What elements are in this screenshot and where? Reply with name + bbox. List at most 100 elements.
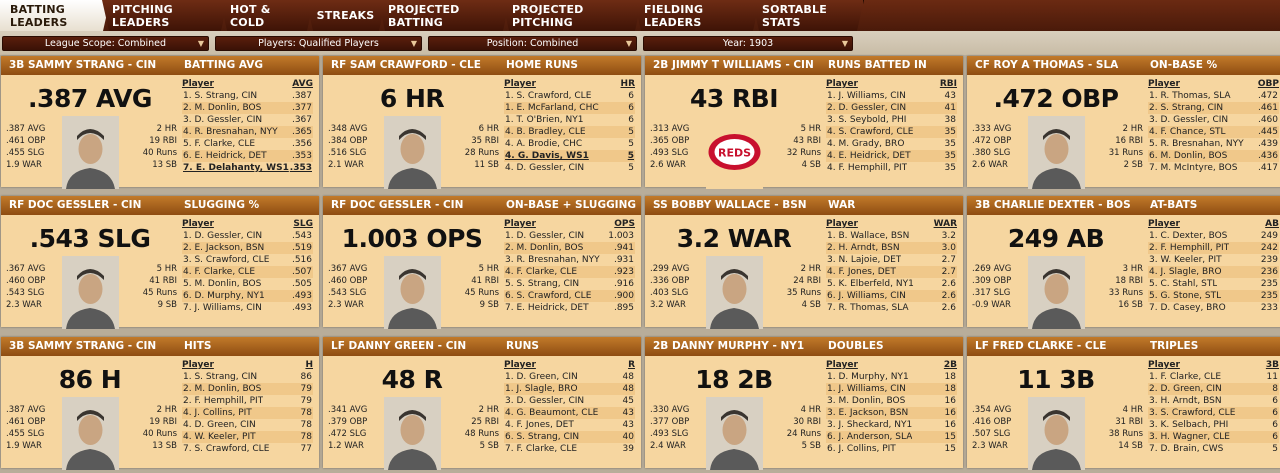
- list-item[interactable]: 1. T. O'Brien, NY1 6: [504, 114, 635, 126]
- leader-name[interactable]: 2. M. Donlin, BOS: [183, 103, 262, 113]
- list-item[interactable]: 4. J. Collins, PIT 78: [182, 407, 313, 419]
- list-item[interactable]: 5. C. Stahl, STL 235: [1148, 278, 1279, 290]
- list-item[interactable]: 3. D. Gessler, CIN 45: [504, 395, 635, 407]
- list-item[interactable]: 2. S. Strang, CIN .461: [1148, 102, 1279, 114]
- leader-name[interactable]: 4. W. Keeler, PIT: [183, 432, 256, 442]
- leader-name[interactable]: 1. T. O'Brien, NY1: [505, 115, 584, 125]
- list-item[interactable]: 3. K. Selbach, PHI 6: [1148, 419, 1279, 431]
- player-photo[interactable]: [62, 397, 119, 470]
- player-title[interactable]: 3B SAMMY STRANG - CIN: [9, 59, 157, 71]
- leader-name[interactable]: 4. B. Bradley, CLE: [505, 127, 586, 137]
- list-item[interactable]: 4. F. Jones, DET 2.7: [826, 266, 957, 278]
- list-item[interactable]: 7. S. Crawford, CLE 77: [182, 443, 313, 455]
- list-item[interactable]: 4. W. Keeler, PIT 78: [182, 431, 313, 443]
- leader-name[interactable]: 1. J. Slagle, BRO: [505, 384, 578, 394]
- list-item[interactable]: 3. H. Arndt, BSN 6: [1148, 395, 1279, 407]
- list-item[interactable]: 2. M. Donlin, BOS .941: [504, 242, 635, 254]
- position-dropdown[interactable]: Position: Combined ▼: [428, 36, 637, 51]
- leader-name[interactable]: 4. R. Bresnahan, NYY: [183, 127, 278, 137]
- player-photo[interactable]: [1028, 256, 1085, 329]
- list-item[interactable]: 4. F. Clarke, CLE .507: [182, 266, 313, 278]
- leader-name[interactable]: 3. D. Gessler, CIN: [505, 396, 585, 406]
- year-dropdown[interactable]: Year: 1903 ▼: [643, 36, 853, 51]
- leader-name[interactable]: 4. G. Davis, WS1: [505, 151, 589, 161]
- player-photo[interactable]: [384, 256, 441, 329]
- leader-name[interactable]: 1. S. Strang, CIN: [183, 91, 258, 101]
- leader-name[interactable]: 6. D. Murphy, NY1: [183, 291, 265, 301]
- leader-name[interactable]: 6. S. Strang, CIN: [505, 432, 580, 442]
- list-item[interactable]: 3. N. Lajoie, DET 2.7: [826, 254, 957, 266]
- leader-name[interactable]: 1. C. Dexter, BOS: [1149, 231, 1228, 241]
- player-title[interactable]: LF DANNY GREEN - CIN: [331, 340, 467, 352]
- leader-name[interactable]: 4. F. Hemphill, PIT: [827, 163, 908, 173]
- player-title[interactable]: 2B DANNY MURPHY - NY1: [653, 340, 805, 352]
- list-item[interactable]: 4. R. Bresnahan, NYY .365: [182, 126, 313, 138]
- list-item[interactable]: 6. M. Donlin, BOS .436: [1148, 150, 1279, 162]
- list-item[interactable]: 5. K. Elberfeld, NY1 2.6: [826, 278, 957, 290]
- player-title[interactable]: 2B JIMMY T WILLIAMS - CIN: [653, 59, 814, 71]
- list-item[interactable]: 4. G. Beaumont, CLE 43: [504, 407, 635, 419]
- tab-projected-batting[interactable]: PROJECTED BATTING: [378, 0, 510, 31]
- leader-name[interactable]: 3. H. Wagner, CLE: [1149, 432, 1230, 442]
- leader-name[interactable]: 1. D. Gessler, CIN: [505, 231, 585, 241]
- leader-name[interactable]: 3. R. Bresnahan, NYY: [505, 255, 600, 265]
- player-title[interactable]: RF SAM CRAWFORD - CLE: [331, 59, 481, 71]
- leader-name[interactable]: 7. R. Thomas, SLA: [827, 303, 909, 313]
- leader-name[interactable]: 2. D. Green, CIN: [1149, 384, 1222, 394]
- list-item[interactable]: 1. F. Clarke, CLE 11: [1148, 371, 1279, 383]
- leader-name[interactable]: 1. J. Williams, CIN: [827, 384, 906, 394]
- tab-pitching-leaders[interactable]: PITCHING LEADERS: [102, 0, 228, 31]
- list-item[interactable]: 5. R. Bresnahan, NYY .439: [1148, 138, 1279, 150]
- list-item[interactable]: 3. H. Wagner, CLE 6: [1148, 431, 1279, 443]
- list-item[interactable]: 1. D. Gessler, CIN .543: [182, 230, 313, 242]
- list-item[interactable]: 3. M. Donlin, BOS 16: [826, 395, 957, 407]
- leader-name[interactable]: 1. S. Crawford, CLE: [505, 91, 592, 101]
- leader-name[interactable]: 1. B. Wallace, BSN: [827, 231, 910, 241]
- leader-name[interactable]: 6. S. Crawford, CLE: [505, 291, 592, 301]
- list-item[interactable]: 1. C. Dexter, BOS 249: [1148, 230, 1279, 242]
- list-item[interactable]: 2. M. Donlin, BOS 79: [182, 383, 313, 395]
- leader-name[interactable]: 4. F. Jones, DET: [827, 267, 896, 277]
- list-item[interactable]: 6. S. Crawford, CLE .900: [504, 290, 635, 302]
- list-item[interactable]: 5. G. Stone, STL 235: [1148, 290, 1279, 302]
- tab-hot-cold[interactable]: HOT & COLD: [220, 0, 314, 31]
- player-photo[interactable]: [1028, 116, 1085, 189]
- leader-name[interactable]: 7. D. Brain, CWS: [1149, 444, 1224, 454]
- leader-name[interactable]: 7. S. Crawford, CLE: [183, 444, 270, 454]
- leader-name[interactable]: 4. M. Grady, BRO: [827, 139, 905, 149]
- leader-name[interactable]: 7. M. McIntyre, BOS: [1149, 163, 1238, 173]
- player-title[interactable]: RF DOC GESSLER - CIN: [331, 199, 464, 211]
- list-item[interactable]: 4. F. Jones, DET 43: [504, 419, 635, 431]
- leader-name[interactable]: 3. M. Donlin, BOS: [827, 396, 906, 406]
- leader-name[interactable]: 1. R. Thomas, SLA: [1149, 91, 1231, 101]
- player-photo[interactable]: [706, 256, 763, 329]
- list-item[interactable]: 6. D. Murphy, NY1 .493: [182, 290, 313, 302]
- list-item[interactable]: 7. D. Casey, BRO 233: [1148, 302, 1279, 314]
- player-title[interactable]: LF FRED CLARKE - CLE: [975, 340, 1107, 352]
- leader-name[interactable]: 5. K. Elberfeld, NY1: [827, 279, 914, 289]
- leader-name[interactable]: 4. E. Heidrick, DET: [827, 151, 911, 161]
- list-item[interactable]: 2. F. Hemphill, PIT 79: [182, 395, 313, 407]
- leader-name[interactable]: 2. M. Donlin, BOS: [505, 243, 584, 253]
- leader-name[interactable]: 1. S. Strang, CIN: [183, 372, 258, 382]
- leader-name[interactable]: 4. A. Brodie, CHC: [505, 139, 583, 149]
- leader-name[interactable]: 4. G. Beaumont, CLE: [505, 408, 599, 418]
- list-item[interactable]: 2. D. Gessler, CIN 41: [826, 102, 957, 114]
- list-item[interactable]: 1. B. Wallace, BSN 3.2: [826, 230, 957, 242]
- leader-name[interactable]: 1. F. Clarke, CLE: [1149, 372, 1222, 382]
- list-item[interactable]: 1. D. Murphy, NY1 18: [826, 371, 957, 383]
- leader-name[interactable]: 6. J. Anderson, SLA: [827, 432, 913, 442]
- leader-name[interactable]: 2. F. Hemphill, PIT: [1149, 243, 1230, 253]
- leader-name[interactable]: 4. F. Clarke, CLE: [505, 267, 578, 277]
- tab-sortable-stats[interactable]: SORTABLE STATS: [752, 0, 864, 31]
- leader-name[interactable]: 1. E. McFarland, CHC: [505, 103, 599, 113]
- team-logo[interactable]: REDS: [706, 116, 763, 189]
- list-item[interactable]: 6. E. Heidrick, DET .353: [182, 150, 313, 162]
- leader-name[interactable]: 6. E. Heidrick, DET: [183, 151, 267, 161]
- list-item[interactable]: 1. J. Williams, CIN 18: [826, 383, 957, 395]
- leader-name[interactable]: 4. D. Green, CIN: [183, 420, 256, 430]
- list-item[interactable]: 4. G. Davis, WS1 5: [504, 150, 635, 162]
- list-item[interactable]: 2. M. Donlin, BOS .377: [182, 102, 313, 114]
- leader-name[interactable]: 5. M. Donlin, BOS: [183, 279, 262, 289]
- leader-name[interactable]: 2. S. Strang, CIN: [1149, 103, 1224, 113]
